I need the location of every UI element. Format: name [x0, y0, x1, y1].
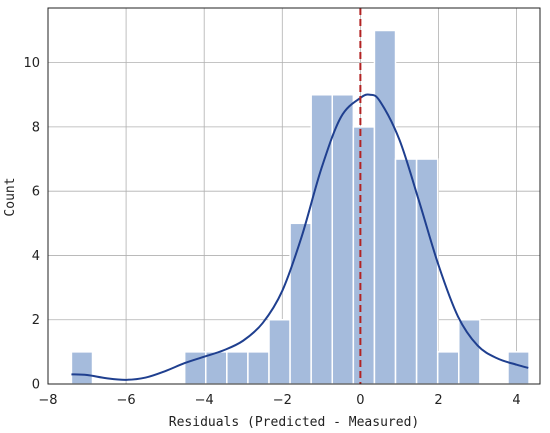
kde-curve: [71, 93, 529, 381]
histogram-bar-8: [331, 94, 355, 385]
histogram-bar-12: [415, 158, 439, 385]
x-tick-label-6: 4: [512, 393, 520, 408]
histogram-bar-5: [268, 318, 291, 385]
x-axis-title: Residuals (Predicted - Measured): [169, 415, 419, 430]
plot-frame: [47, 7, 541, 385]
histogram-bar-10: [373, 29, 397, 385]
kde-layer: [71, 93, 529, 381]
histogram-bar-6: [289, 222, 312, 385]
y-tick-label-4: 8: [32, 120, 40, 135]
x-tick-label-0: −8: [38, 393, 57, 408]
x-tick-label-3: −2: [273, 393, 292, 408]
y-tick-label-2: 4: [32, 249, 40, 264]
histogram-bar-0: [70, 351, 94, 385]
histogram-bar-9: [352, 126, 376, 385]
x-tick-label-5: 2: [434, 393, 442, 408]
histogram-bar-11: [394, 158, 418, 385]
x-tick-label-1: −6: [117, 393, 136, 408]
histogram-bar-2: [205, 351, 228, 385]
histogram-bar-14: [458, 318, 481, 385]
histogram-bar-3: [226, 351, 249, 385]
histogram-bar-4: [247, 351, 270, 385]
y-tick-label-0: 0: [32, 378, 40, 393]
y-tick-label-3: 6: [32, 185, 40, 200]
y-axis-title: Count: [3, 177, 18, 216]
x-tick-labels: −8 −6 −4 −2 0 2 4: [38, 393, 520, 408]
x-tick-label-2: −4: [195, 393, 214, 408]
histogram-bar-13: [436, 351, 460, 385]
x-tick-label-4: 0: [356, 393, 364, 408]
bars-layer: [70, 29, 530, 385]
y-tick-label-1: 2: [32, 313, 40, 328]
y-tick-label-5: 10: [23, 56, 40, 71]
histogram-bar-7: [310, 94, 334, 385]
y-tick-labels: 0 2 4 6 8 10: [23, 56, 40, 392]
